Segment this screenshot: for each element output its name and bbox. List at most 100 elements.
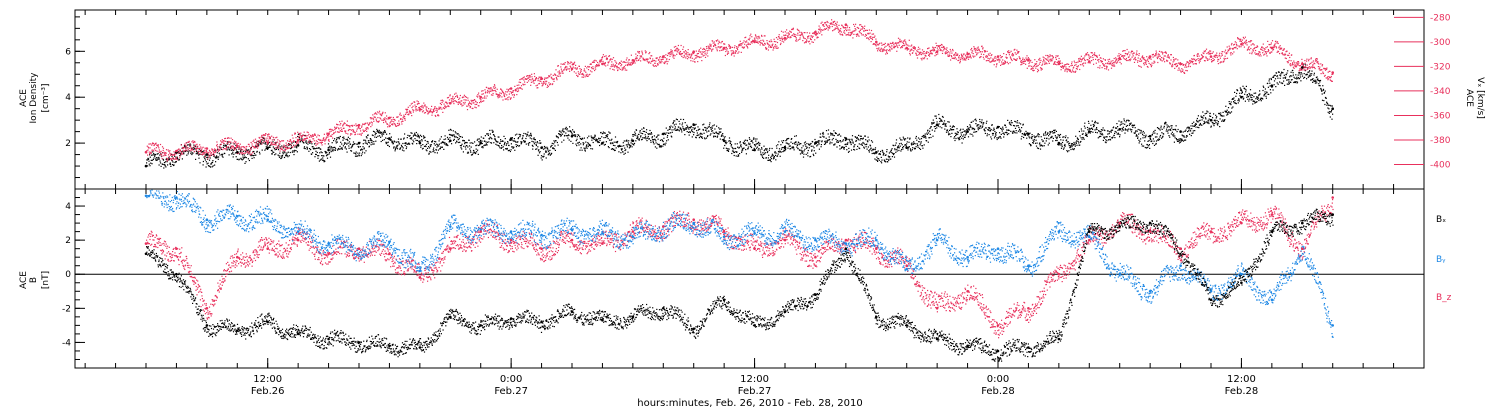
density-series-point xyxy=(482,146,483,147)
density-series-point xyxy=(381,132,382,133)
density-series-point xyxy=(848,139,849,140)
density-series-point xyxy=(950,136,951,137)
vx-series-point xyxy=(281,140,282,141)
density-series-point xyxy=(823,132,824,133)
vx-series-point xyxy=(463,102,464,103)
density-series-point xyxy=(554,148,555,149)
density-series-point xyxy=(1301,73,1302,74)
density-series-point xyxy=(346,148,347,149)
vx-series xyxy=(146,19,1334,161)
density-series-point xyxy=(1153,131,1154,132)
density-series-point xyxy=(279,157,280,158)
vx-series-point xyxy=(233,142,234,143)
density-series-point xyxy=(994,129,995,130)
vx-series-point xyxy=(544,83,545,84)
density-series-point xyxy=(605,137,606,138)
top-right-tick-label: -320 xyxy=(1430,62,1451,72)
density-series-point xyxy=(338,148,339,149)
density-series-point xyxy=(1247,94,1248,95)
x-tick-label-date: Feb.27 xyxy=(494,386,528,397)
density-series-point xyxy=(511,143,512,144)
vx-series-point xyxy=(250,147,251,148)
density-series-point xyxy=(888,160,889,161)
density-series-point xyxy=(796,147,797,148)
density-series-point xyxy=(1071,146,1072,147)
bottom-left-tick-label: 0 xyxy=(65,270,71,280)
density-series-point xyxy=(1055,140,1056,141)
density-series-point xyxy=(168,157,169,158)
density-series-point xyxy=(1269,80,1270,81)
density-series-point xyxy=(699,137,700,138)
density-series-point xyxy=(566,127,567,128)
density-series-point xyxy=(971,134,972,135)
density-series-point xyxy=(372,144,373,145)
density-series-point xyxy=(586,147,587,148)
density-series-point xyxy=(711,127,712,128)
vx-series-point xyxy=(184,147,185,148)
density-series-point xyxy=(811,149,812,150)
density-series-point xyxy=(846,146,847,147)
density-series-point xyxy=(149,154,150,155)
density-series-point xyxy=(749,137,750,138)
density-series-point xyxy=(327,158,328,159)
density-series-point xyxy=(1023,124,1024,125)
density-series-point xyxy=(1228,107,1229,108)
density-series-point xyxy=(1125,128,1126,129)
density-series-point xyxy=(460,147,461,148)
density-series-point xyxy=(740,141,741,142)
density-series-point xyxy=(427,148,428,149)
density-series-point xyxy=(539,152,540,153)
density-series-point xyxy=(1114,133,1115,134)
density-series-point xyxy=(561,132,562,133)
density-series-point xyxy=(1132,127,1133,128)
vx-series-point xyxy=(541,83,542,84)
vx-series-point xyxy=(508,90,509,91)
vx-series-point xyxy=(248,144,249,145)
density-series-point xyxy=(742,149,743,150)
density-series-point xyxy=(653,141,654,142)
density-series-point xyxy=(440,139,441,140)
density-series-point xyxy=(1022,133,1023,134)
density-series-point xyxy=(409,135,410,136)
vx-series-point xyxy=(216,145,217,146)
density-series-point xyxy=(1124,133,1125,134)
vx-series-point xyxy=(256,143,257,144)
density-series-point xyxy=(1154,145,1155,146)
density-series-point xyxy=(853,143,854,144)
density-series-point xyxy=(569,139,570,140)
vx-series-point xyxy=(477,102,478,103)
density-series-point xyxy=(306,140,307,141)
vx-series-point xyxy=(282,147,283,148)
density-series-point xyxy=(1147,147,1148,148)
density-series-point xyxy=(572,133,573,134)
density-series-point xyxy=(794,136,795,137)
density-series-point xyxy=(947,121,948,122)
density-series-point xyxy=(759,145,760,146)
vx-series-point xyxy=(414,105,415,106)
density-series-point xyxy=(898,145,899,146)
vx-series-point xyxy=(377,111,378,112)
density-series-point xyxy=(1112,137,1113,138)
density-series-point xyxy=(1219,113,1220,114)
density-series-point xyxy=(305,148,306,149)
density-series-point xyxy=(836,133,837,134)
density-series-point xyxy=(307,144,308,145)
density-series-point xyxy=(1264,91,1265,92)
density-series-point xyxy=(355,156,356,157)
density-series-point xyxy=(275,149,276,150)
density-series-point xyxy=(760,151,761,152)
density-series-point xyxy=(1188,128,1189,129)
density-series-point xyxy=(1282,72,1283,73)
vx-series-point xyxy=(192,140,193,141)
density-series-point xyxy=(1216,117,1217,118)
density-series-point xyxy=(1114,135,1115,136)
vx-series-point xyxy=(360,128,361,129)
density-series-point xyxy=(1091,131,1092,132)
density-series-point xyxy=(1062,146,1063,147)
density-series-point xyxy=(639,131,640,132)
density-series-point xyxy=(840,141,841,142)
density-series-point xyxy=(363,143,364,144)
density-series-point xyxy=(805,144,806,145)
density-series-point xyxy=(934,126,935,127)
